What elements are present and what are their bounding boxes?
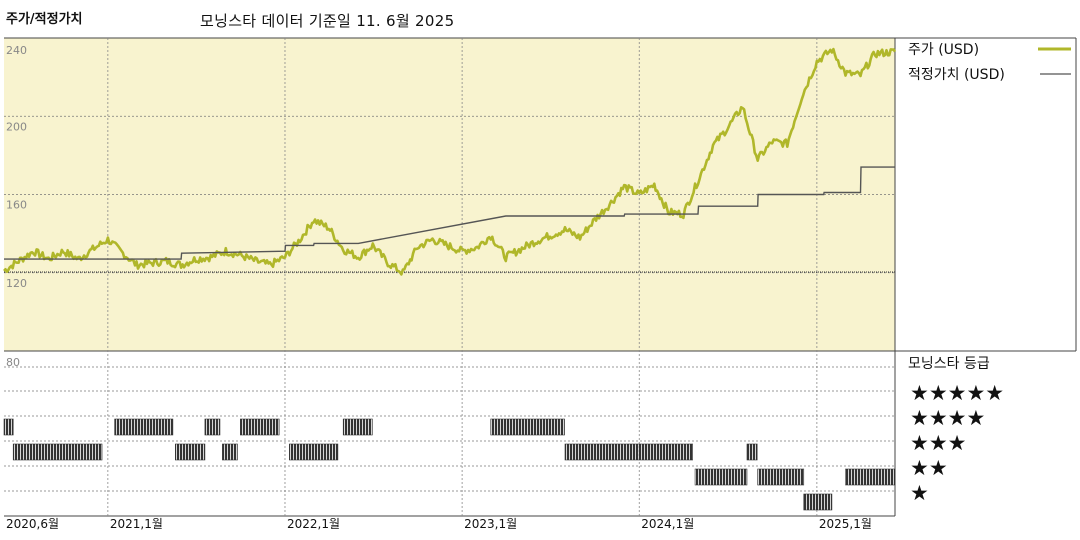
chart-subtitle: 모닝스타 데이터 기준일 11. 6월 2025: [200, 12, 455, 30]
star-rating-label: ★: [910, 481, 929, 505]
rating-bar-3-star: [746, 443, 758, 461]
price-line: [3, 47, 897, 276]
y-tick-label: 120: [6, 277, 27, 290]
fair-value-line: [4, 166, 895, 260]
rating-bar-3-star: [289, 443, 339, 461]
y-tick-label: 240: [6, 44, 27, 57]
rating-bar-3-star: [175, 443, 206, 461]
star-rating-label: ★★★: [910, 431, 966, 455]
rating-bar-3-star: [12, 443, 103, 461]
x-tick-label: 2025,1월: [819, 517, 872, 531]
rating-bar-4-star: [114, 418, 174, 436]
star-rating-label: ★★: [910, 456, 948, 480]
rating-bar-2-star: [694, 468, 748, 486]
legend-fair-value-label: 적정가치 (USD): [908, 67, 1005, 83]
x-tick-label: 2021,1월: [110, 517, 163, 531]
rating-bar-3-star: [222, 443, 238, 461]
legend-price-label: 주가 (USD): [908, 42, 979, 58]
star-rating-label: ★★★★★: [910, 381, 1004, 405]
y-tick-label: 200: [6, 120, 27, 133]
rating-bar-4-star: [490, 418, 565, 436]
rating-bar-4-star: [3, 418, 14, 436]
rating-panel-title: 모닝스타 등급: [908, 356, 990, 372]
x-tick-label: 2024,1월: [641, 517, 694, 531]
rating-bar-3-star: [564, 443, 693, 461]
rating-bar-1-star: [803, 493, 833, 511]
rating-bar-2-star: [845, 468, 896, 486]
y-tick-label: 80: [6, 356, 20, 369]
chart-title: 주가/적정가치: [6, 12, 83, 27]
rating-bar-4-star: [342, 418, 373, 436]
rating-bar-4-star: [204, 418, 221, 436]
x-tick-label: 2020,6월: [6, 517, 59, 531]
star-rating-label: ★★★★: [910, 406, 985, 430]
rating-bar-2-star: [757, 468, 805, 486]
rating-bar-4-star: [240, 418, 280, 436]
y-tick-label: 160: [6, 199, 27, 212]
x-tick-label: 2023,1월: [464, 517, 517, 531]
x-tick-label: 2022,1월: [287, 517, 340, 531]
